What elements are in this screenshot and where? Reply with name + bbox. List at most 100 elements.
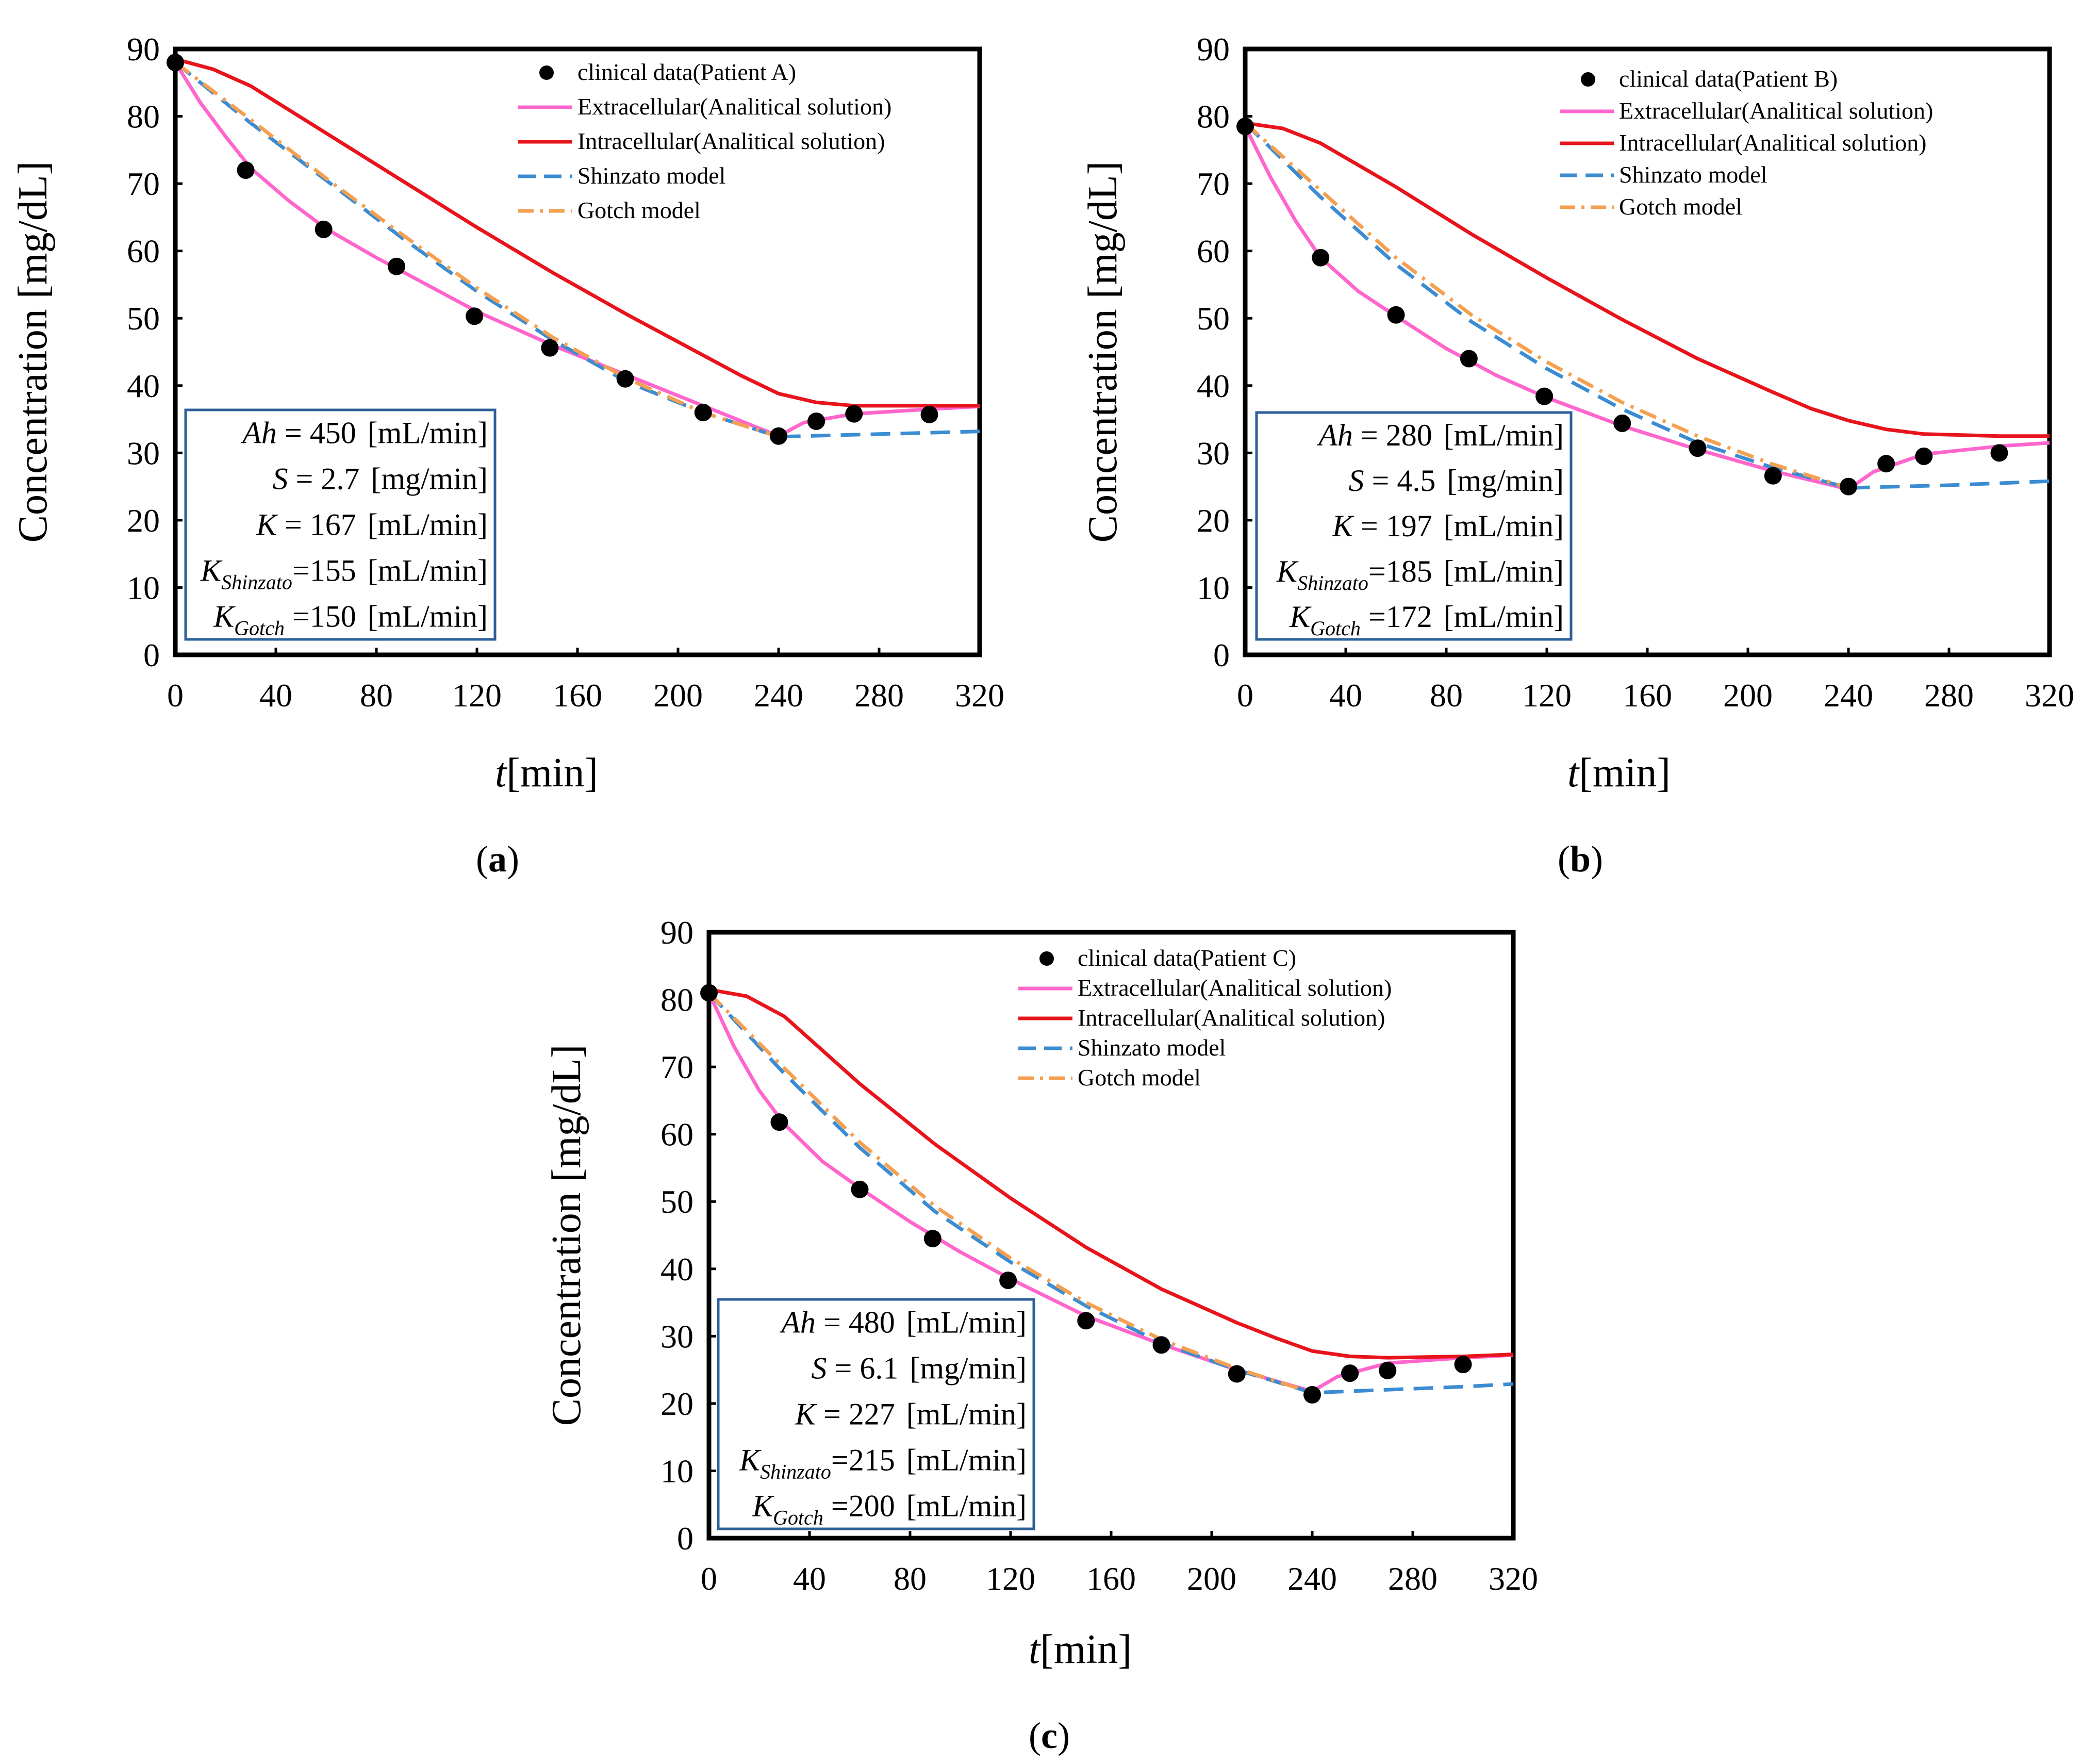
chart-panel-c: 0 10 20 30 40 50 60 70 80 90 0 40 80 120 160 200 240 280 3… [544, 914, 1538, 1756]
series-line-intracellular [1245, 121, 2050, 438]
clinical-data-point [1152, 1336, 1170, 1354]
legend-marker-clinical [1581, 72, 1595, 87]
parameter-value: 200 [849, 1489, 895, 1523]
y-tick-label: 50 [127, 300, 160, 337]
panel-tag-letter: b [1570, 838, 1591, 880]
parameter-row: K = 167 [mL/min] [256, 508, 488, 542]
parameter-symbol: S [1349, 464, 1364, 498]
legend-label: Intracellular(Analitical solution) [1078, 1004, 1385, 1031]
y-tick-label: 20 [660, 1386, 693, 1422]
x-axis-title: t[min] [1567, 750, 1671, 796]
clinical-data-point [851, 1180, 869, 1198]
x-tick-label: 80 [1430, 677, 1463, 714]
y-tick-label: 40 [127, 368, 160, 404]
legend: clinical data(Patient A) Extracellular(An… [518, 59, 891, 223]
clinical-data-point [1236, 118, 1254, 136]
y-tick-label: 60 [1197, 233, 1230, 270]
y-tick-label: 60 [127, 233, 160, 270]
parameter-value: 227 [849, 1397, 895, 1431]
series-line-gotch [707, 992, 1313, 1395]
panel-tag-close: ) [507, 838, 519, 880]
parameter-equals: = [277, 508, 310, 542]
y-tick-label: 60 [660, 1116, 693, 1153]
parameter-subscript: Shinzato [760, 1460, 831, 1483]
x-tick-label: 280 [854, 677, 904, 714]
y-tick-label: 40 [660, 1251, 693, 1288]
parameter-equals: = [288, 462, 321, 496]
clinical-data-point [1228, 1365, 1246, 1383]
parameter-box-frame [184, 408, 497, 641]
x-tick-label: 120 [1522, 677, 1572, 714]
parameter-box-frame [717, 1298, 1035, 1530]
clinical-data-point [466, 307, 484, 325]
clinical-data-point [167, 54, 184, 72]
parameter-unit: [mg/min] [1447, 464, 1564, 498]
x-tick-label: 120 [986, 1560, 1035, 1597]
panel-tag-open: ( [1029, 1715, 1041, 1756]
parameter-equals: = [1368, 554, 1386, 588]
clinical-data-point [1689, 439, 1707, 457]
clinical-data-point [1535, 387, 1554, 405]
parameter-equals: = [1361, 600, 1386, 634]
clinical-data-point [1379, 1361, 1397, 1379]
parameter-row: S = 6.1 [mg/min] [812, 1351, 1027, 1386]
x-axis-title-italic: t [1567, 750, 1580, 796]
x-tick-label: 280 [1924, 677, 1974, 714]
y-tick-label: 80 [1197, 98, 1230, 135]
legend-label: Extracellular(Analitical solution) [1619, 97, 1933, 124]
parameter-equals: = [1353, 418, 1386, 452]
parameter-subscript: Gotch [773, 1506, 823, 1529]
y-tick-label: 10 [127, 569, 160, 606]
clinical-data-point [770, 427, 787, 445]
clinical-data-point [1341, 1364, 1359, 1382]
y-tick-label: 30 [127, 435, 160, 471]
legend-label: Gotch model [1619, 193, 1742, 220]
parameter-symbol: K [200, 554, 223, 588]
parameter-symbol: K [1276, 554, 1299, 588]
x-tick-label: 280 [1388, 1560, 1438, 1597]
parameter-unit: [mL/min] [1444, 600, 1564, 634]
panel-tag: (a) [476, 838, 519, 880]
clinical-data-point [388, 257, 405, 275]
parameter-unit: [mg/min] [910, 1351, 1027, 1386]
clinical-data-point [807, 412, 825, 430]
parameter-unit: [mg/min] [371, 462, 488, 496]
x-tick-label: 0 [701, 1560, 717, 1597]
parameter-value: 6.1 [860, 1351, 898, 1386]
clinical-data-point [770, 1113, 788, 1131]
y-tick-label: 0 [677, 1520, 693, 1557]
legend-label: Shinzato model [1078, 1034, 1226, 1061]
series-line-shinzato [1244, 122, 2050, 490]
clinical-data-point [616, 370, 634, 388]
legend-label: clinical data(Patient C) [1078, 945, 1296, 971]
parameter-row: Ah = 480 [mL/min] [779, 1306, 1027, 1340]
parameter-equals: = [277, 416, 310, 450]
panel-tag: (b) [1558, 838, 1603, 880]
panel-tag: (c) [1029, 1715, 1070, 1756]
parameter-value: 155 [310, 554, 356, 588]
parameter-equals: = [816, 1306, 849, 1340]
parameter-equals: = [1364, 464, 1397, 498]
y-tick-label: 90 [660, 914, 693, 951]
clinical-data-point [1990, 444, 2008, 462]
parameter-symbol: Ah [240, 416, 277, 450]
parameter-subscript: Gotch [234, 617, 285, 640]
clinical-data-point [845, 405, 863, 423]
clinical-data-point [1387, 306, 1405, 324]
x-tick-label: 40 [793, 1560, 826, 1597]
y-tick-label: 30 [660, 1318, 693, 1355]
parameter-subscript: Shinzato [221, 571, 292, 594]
panel-tag-open: ( [1558, 838, 1570, 880]
series-line-gotch [1244, 121, 1849, 490]
parameter-row: S = 2.7 [mg/min] [273, 462, 488, 496]
parameter-unit: [mL/min] [1444, 554, 1564, 588]
y-tick-label: 30 [1197, 435, 1230, 471]
x-tick-label: 80 [360, 677, 393, 714]
clinical-data-point [541, 339, 559, 357]
parameter-symbol: Ah [1316, 418, 1353, 452]
parameter-row: S = 4.5 [mg/min] [1349, 464, 1564, 498]
x-axis-title: t[min] [495, 750, 598, 796]
x-tick-label: 240 [754, 677, 803, 714]
y-tick-label: 80 [660, 982, 693, 1018]
x-tick-label: 240 [1287, 1560, 1337, 1597]
